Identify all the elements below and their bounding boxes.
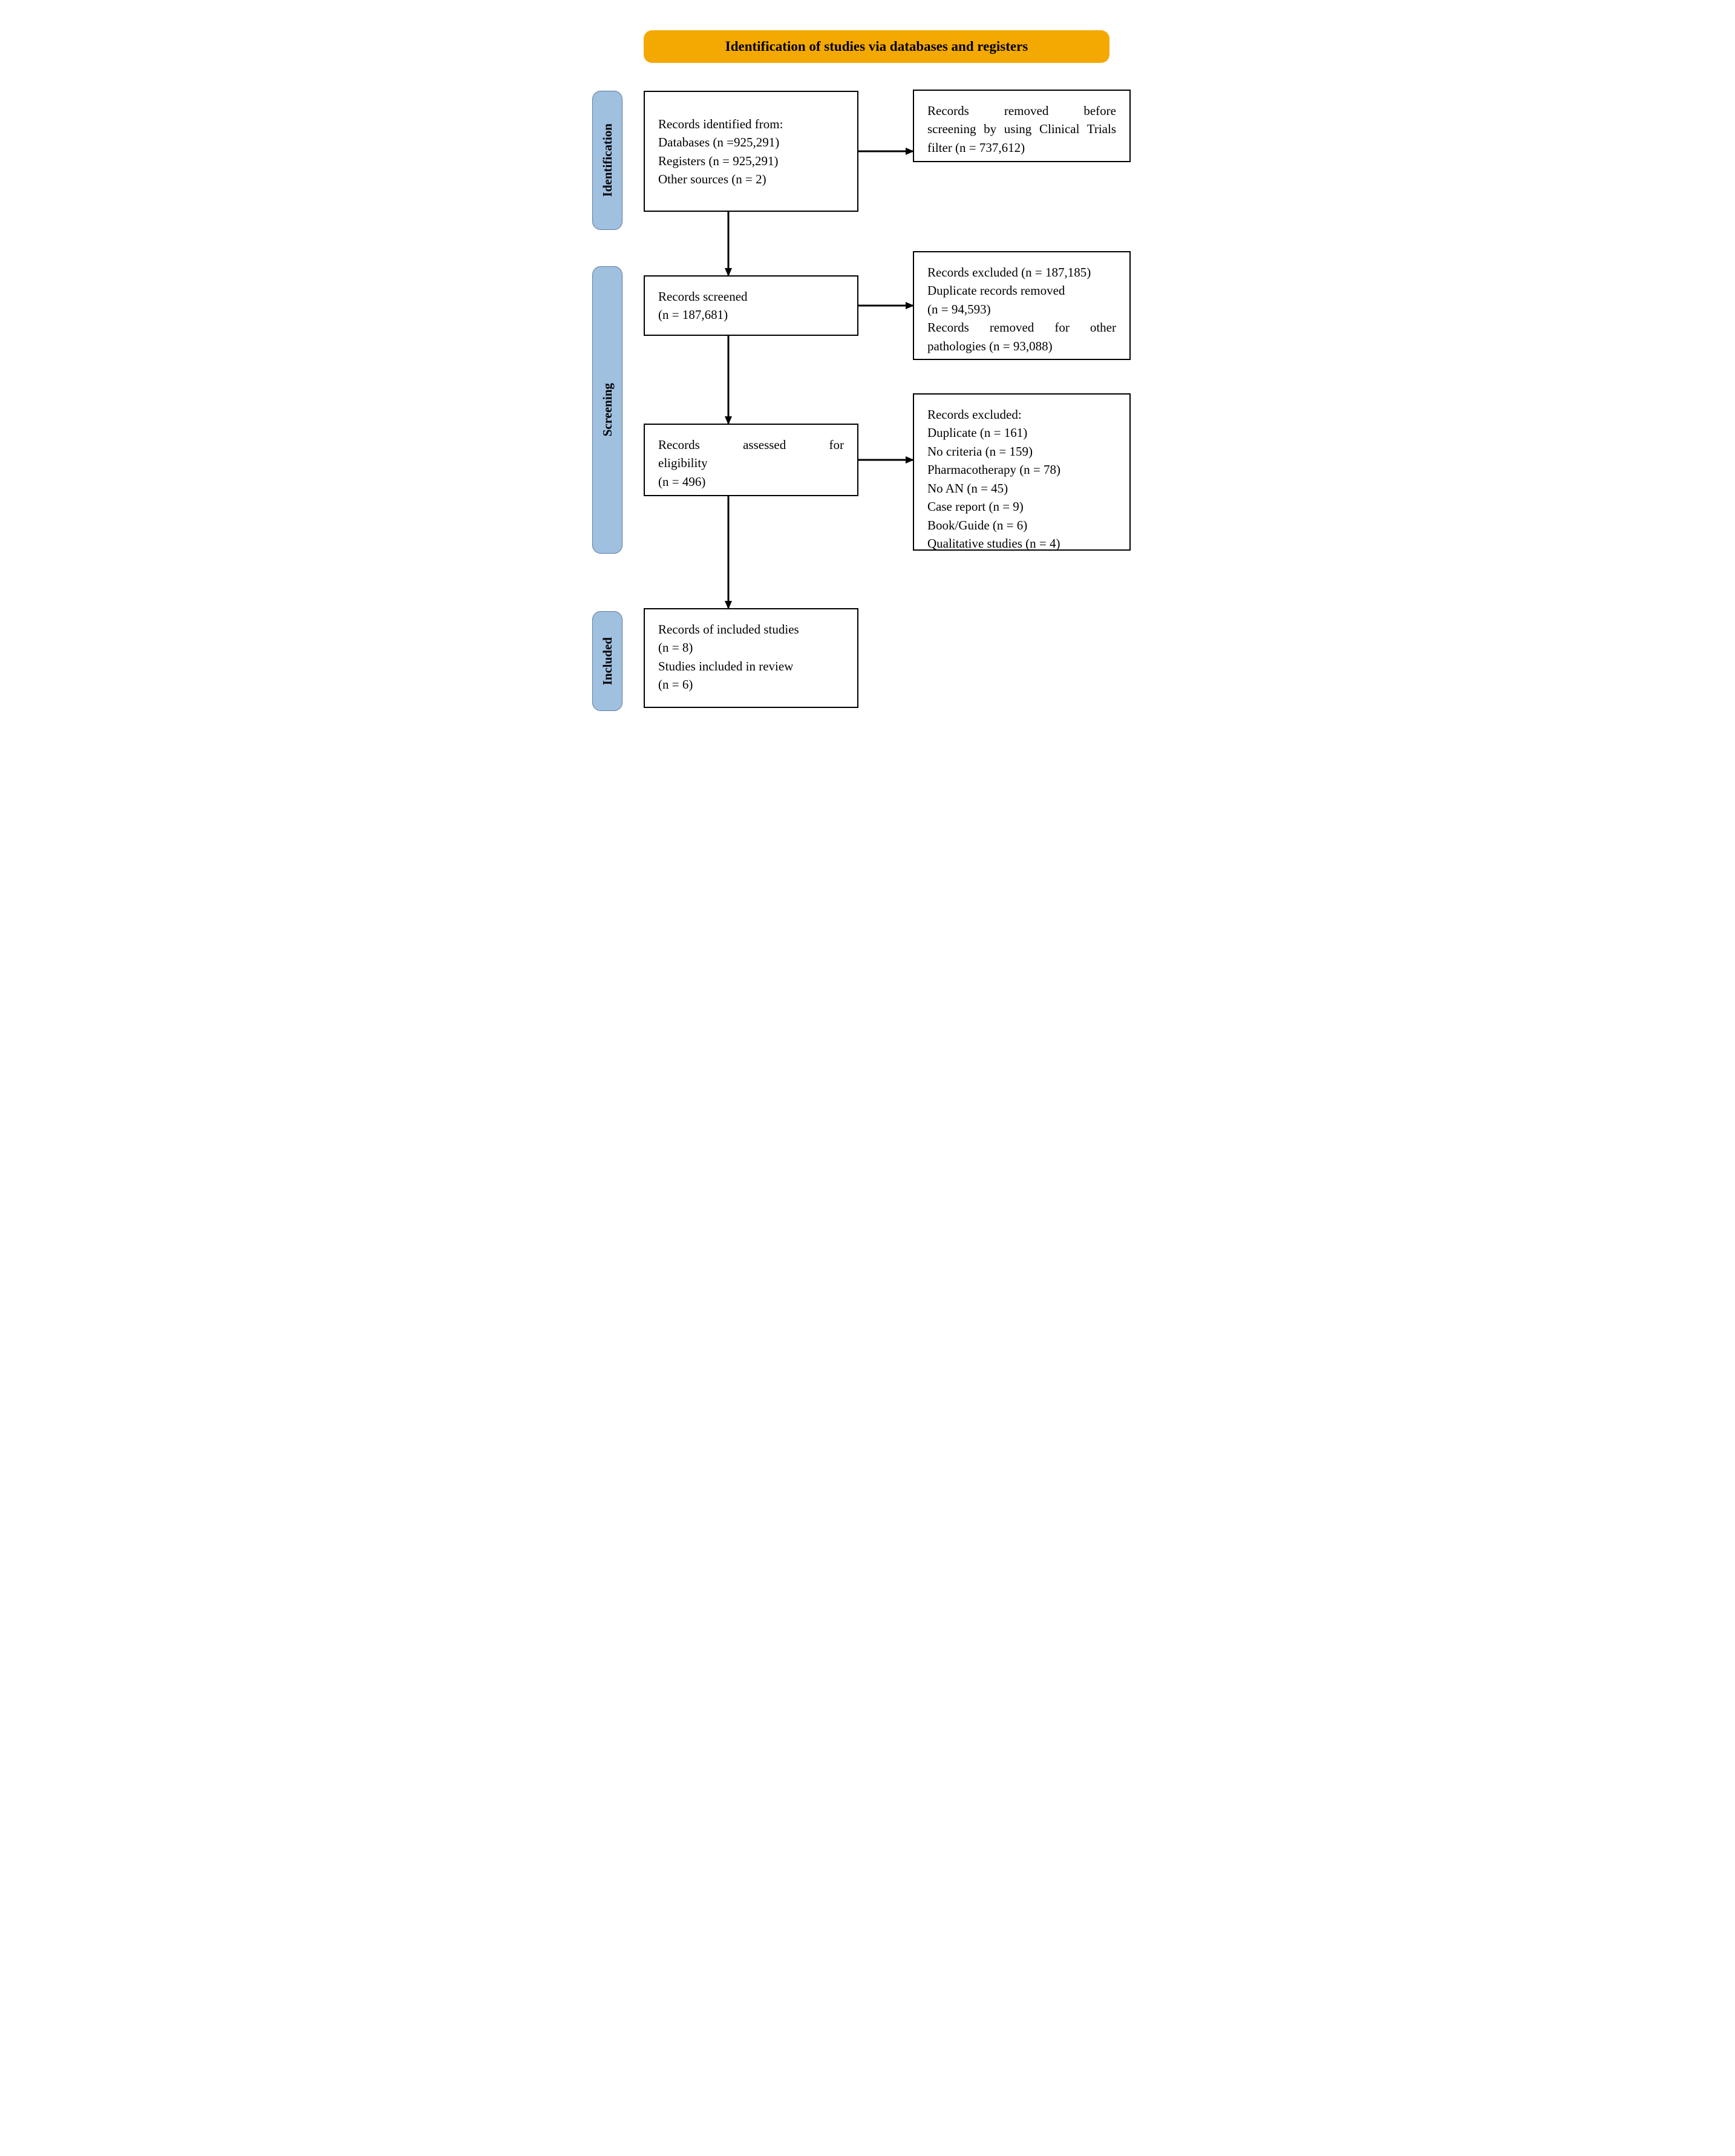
line: Records removed for other (927, 318, 1116, 336)
line: No AN (n = 45) (927, 479, 1116, 497)
line: (n = 6) (658, 675, 844, 693)
line: eligibility (658, 454, 844, 472)
stage-screening: Screening (592, 266, 622, 554)
line: Records excluded (n = 187,185) (927, 263, 1116, 281)
box-identified: Records identified from: Databases (n =9… (644, 91, 858, 212)
stage-identification-label: Identification (600, 123, 615, 197)
line: Records excluded: (927, 405, 1116, 424)
title-text: Identification of studies via databases … (725, 39, 1028, 54)
line: pathologies (n = 93,088) (927, 337, 1116, 355)
stage-included: Included (592, 611, 622, 711)
prisma-flowchart: Identification of studies via databases … (577, 24, 1158, 732)
box-included: Records of included studies (n = 8) Stud… (644, 608, 858, 708)
line: (n = 187,681) (658, 306, 844, 324)
title-bar: Identification of studies via databases … (644, 30, 1109, 63)
line: Records screened (658, 287, 844, 306)
box-eligibility: Records assessed for eligibility (n = 49… (644, 424, 858, 496)
line: Duplicate (n = 161) (927, 424, 1116, 442)
line: Book/Guide (n = 6) (927, 516, 1116, 534)
line: (n = 94,593) (927, 300, 1116, 318)
line: Databases (n =925,291) (658, 133, 844, 151)
stage-included-label: Included (600, 637, 615, 685)
stage-screening-label: Screening (600, 383, 615, 436)
line: Other sources (n = 2) (658, 170, 844, 188)
line: screening by using Clinical Trials (927, 120, 1116, 138)
line: Records of included studies (658, 620, 844, 638)
stage-identification: Identification (592, 91, 622, 230)
line: Pharmacotherapy (n = 78) (927, 460, 1116, 479)
box-excluded-screened: Records excluded (n = 187,185) Duplicate… (913, 251, 1131, 360)
line: (n = 496) (658, 473, 844, 491)
line: Registers (n = 925,291) (658, 152, 844, 170)
line: Qualitative studies (n = 4) (927, 534, 1116, 552)
box-removed-before: Records removed before screening by usin… (913, 90, 1131, 162)
line: No criteria (n = 159) (927, 442, 1116, 460)
line: Records assessed for (658, 436, 844, 454)
line: Studies included in review (658, 657, 844, 675)
line: (n = 8) (658, 638, 844, 657)
box-screened: Records screened (n = 187,681) (644, 275, 858, 336)
line: filter (n = 737,612) (927, 139, 1116, 157)
line: Records identified from: (658, 115, 844, 133)
line: Duplicate records removed (927, 281, 1116, 300)
box-excluded-eligibility: Records excluded: Duplicate (n = 161) No… (913, 393, 1131, 551)
line: Case report (n = 9) (927, 497, 1116, 516)
line: Records removed before (927, 102, 1116, 120)
